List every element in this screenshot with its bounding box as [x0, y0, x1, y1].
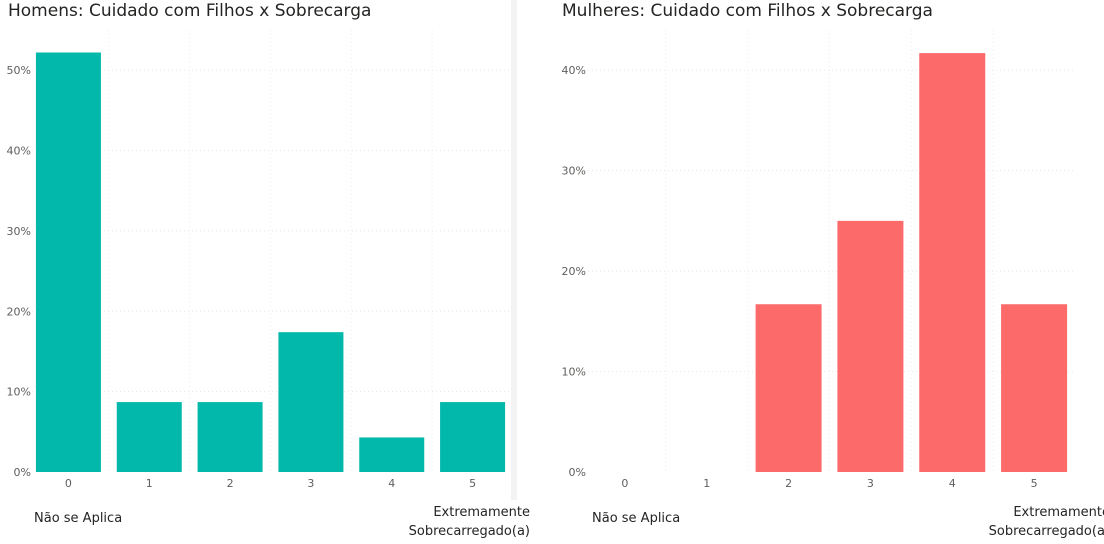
- x-tick-label: 4: [949, 477, 956, 490]
- x-tick-label: 2: [227, 477, 234, 490]
- y-tick-label: 0%: [14, 466, 31, 479]
- bar-0: [35, 52, 101, 472]
- bar-1: [116, 402, 182, 472]
- men-chart-panel: Homens: Cuidado com Filhos x Sobrecarga …: [0, 0, 530, 544]
- y-tick-label: 10%: [562, 366, 586, 379]
- bar-4: [919, 53, 986, 472]
- panel-divider: [511, 0, 517, 500]
- x-tick-label: 1: [146, 477, 153, 490]
- y-tick-label: 10%: [7, 386, 31, 399]
- x-tick-label: 3: [307, 477, 314, 490]
- women-chart-panel: Mulheres: Cuidado com Filhos x Sobrecarg…: [520, 0, 1104, 544]
- y-tick-label: 20%: [562, 265, 586, 278]
- bar-4: [359, 437, 425, 472]
- y-tick-label: 30%: [7, 225, 31, 238]
- scale-label-high: Extremamente Sobrecarregado(a): [408, 505, 530, 539]
- scale-label-low: Não se Aplica: [34, 511, 123, 526]
- x-tick-label: 0: [65, 477, 72, 490]
- women-chart: 0% 10% 20% 30% 40% 0 1 2 3 4 5: [562, 30, 1075, 490]
- x-tick-label: 3: [867, 477, 874, 490]
- men-chart: 0% 10% 20% 30% 40% 50% 0 1 2 3 4 5: [7, 30, 510, 490]
- x-tick-label: 2: [785, 477, 792, 490]
- x-tick-label: 5: [1031, 477, 1038, 490]
- y-tick-label: 40%: [7, 145, 31, 158]
- y-tick-label: 50%: [7, 64, 31, 77]
- bar-5: [1001, 304, 1068, 472]
- scale-label-high: Extremamente Sobrecarregado(a): [988, 505, 1104, 539]
- scale-label-low: Não se Aplica: [592, 511, 681, 526]
- bar-3: [278, 332, 344, 472]
- x-tick-label: 0: [621, 477, 628, 490]
- bar-5: [440, 402, 506, 472]
- y-tick-label: 20%: [7, 305, 31, 318]
- bar-2: [755, 304, 822, 472]
- x-tick-label: 4: [388, 477, 395, 490]
- bar-2: [197, 402, 263, 472]
- y-tick-label: 0%: [569, 466, 586, 479]
- x-tick-label: 5: [469, 477, 476, 490]
- y-tick-label: 30%: [562, 165, 586, 178]
- chart-title: Mulheres: Cuidado com Filhos x Sobrecarg…: [562, 1, 933, 21]
- x-tick-label: 1: [703, 477, 710, 490]
- chart-title: Homens: Cuidado com Filhos x Sobrecarga: [8, 1, 372, 21]
- bar-3: [837, 220, 904, 472]
- y-tick-label: 40%: [562, 64, 586, 77]
